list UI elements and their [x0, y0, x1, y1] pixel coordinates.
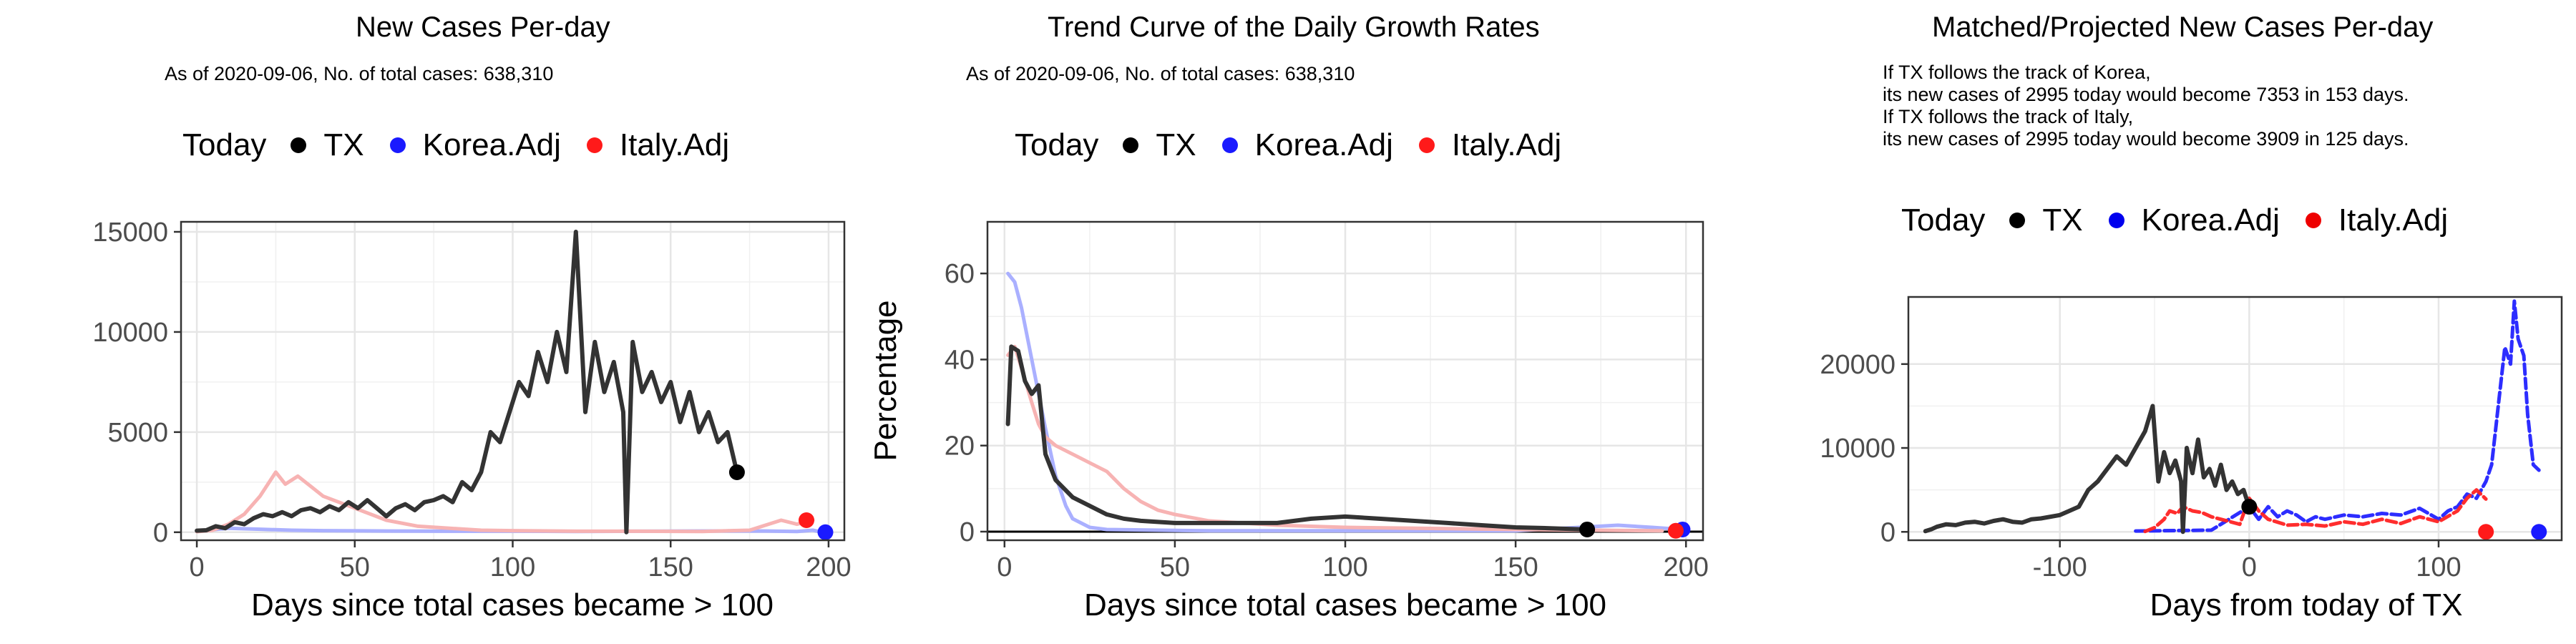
x-tick-label: 0	[190, 552, 205, 582]
x-tick-label: 150	[648, 552, 693, 582]
today-point-tx	[728, 464, 745, 480]
chart-title: Trend Curve of the Daily Growth Rates	[1048, 11, 1540, 43]
x-axis-label: Days since total cases became > 100	[251, 587, 774, 623]
plot-growth-rates: 0 50 100 150 200 0 20 40 60 Days since total case…	[868, 220, 1709, 623]
y-axis-label: Percentage	[868, 300, 903, 461]
projection-line: its new cases of 2995 today would become…	[1883, 84, 2409, 105]
x-axis-label: Days since total cases became > 100	[1084, 587, 1606, 623]
x-tick-label: 100	[490, 552, 535, 582]
series-line-tx	[195, 230, 739, 535]
x-tick-label: 200	[806, 552, 851, 582]
today-point-tx	[1579, 521, 1596, 537]
plot-new-cases: 0 50 100 150 200 0 5000 10000 15000 Days since to…	[92, 218, 851, 623]
y-tick-label: 0	[960, 517, 975, 547]
y-tick-label: 0	[1880, 517, 1896, 547]
x-tick-label: 50	[340, 552, 370, 582]
x-tick-label: 0	[2242, 552, 2257, 582]
legend-label-italy: Italy.Adj	[1451, 127, 1562, 162]
projection-line: If TX follows the track of Italy,	[1883, 106, 2134, 127]
y-tick-label: 20	[945, 431, 975, 462]
legend-title: Today	[182, 127, 267, 162]
today-point-tx	[2241, 499, 2258, 515]
x-axis-label: Days from today of TX	[2150, 587, 2463, 623]
legend-label-korea: Korea.Adj	[2141, 203, 2280, 238]
y-tick-label: 40	[945, 345, 975, 375]
legend: Today TX Korea.Adj Italy.Adj	[182, 127, 755, 163]
plot-area	[1908, 297, 2562, 540]
plot-border	[1907, 296, 2563, 542]
series-line-italy-adj	[1006, 344, 1664, 533]
chart-subtitle: As of 2020-09-06, No. of total cases: 63…	[165, 63, 554, 84]
legend-label-korea: Korea.Adj	[422, 127, 561, 162]
x-tick-label: 0	[997, 552, 1012, 582]
legend-key-tx	[291, 137, 307, 153]
y-tick-label: 20000	[1820, 350, 1896, 380]
series-line-korea-adj	[2134, 299, 2541, 533]
panel-new-cases: New Cases Per-day As of 2020-09-06, No. …	[0, 0, 859, 644]
legend-key-korea	[2108, 213, 2124, 228]
chart-title: New Cases Per-day	[356, 11, 610, 43]
today-point-korea-adj	[817, 524, 834, 540]
y-tick-label: 0	[153, 518, 168, 548]
x-tick-label: 50	[1160, 552, 1190, 582]
legend-key-italy	[2305, 213, 2321, 228]
y-tick-label: 15000	[92, 218, 168, 248]
legend-key-italy	[1418, 137, 1435, 153]
projection-line: its new cases of 2995 today would become…	[1883, 128, 2409, 150]
y-tick-label: 60	[945, 259, 975, 289]
chart-subtitle: As of 2020-09-06, No. of total cases: 63…	[966, 63, 1355, 84]
legend-title: Today	[1015, 127, 1099, 162]
today-point-italy-adj	[2478, 524, 2494, 540]
projection-notes: If TX follows the track of Korea, its ne…	[1883, 62, 2409, 150]
projection-line: If TX follows the track of Korea,	[1883, 62, 2151, 83]
legend-key-korea	[1221, 137, 1238, 153]
legend-key-tx	[1123, 137, 1139, 153]
x-tick-label: 100	[1322, 552, 1367, 582]
legend-title: Today	[1901, 203, 1986, 238]
legend: Today TX Korea.Adj Italy.Adj	[1901, 203, 2474, 238]
legend-label-italy: Italy.Adj	[619, 127, 730, 162]
legend-label-korea: Korea.Adj	[1254, 127, 1393, 162]
legend-label-italy: Italy.Adj	[2338, 203, 2449, 238]
plot-projected: -100 0 100 0 10000 20000 Days from today of TX	[1820, 296, 2563, 623]
series-line-tx	[1005, 344, 1590, 532]
legend-key-tx	[2009, 213, 2026, 228]
x-tick-label: 150	[1493, 552, 1538, 582]
panel-projected: Matched/Projected New Cases Per-day If T…	[1717, 0, 2576, 644]
legend-key-korea	[389, 137, 406, 153]
legend-label-tx: TX	[323, 127, 364, 162]
series-line-italy-adj	[195, 470, 815, 534]
legend-label-tx: TX	[1156, 127, 1196, 162]
series-line-tx	[1923, 404, 2252, 535]
chart-title: Matched/Projected New Cases Per-day	[1932, 11, 2434, 43]
panel-growth-rates: Trend Curve of the Daily Growth Rates As…	[859, 0, 1717, 644]
legend: Today TX Korea.Adj Italy.Adj	[1015, 127, 1587, 163]
legend-key-italy	[586, 137, 602, 153]
x-tick-label: 200	[1663, 552, 1708, 582]
today-point-korea-adj	[2531, 524, 2547, 540]
y-tick-label: 10000	[1820, 434, 1896, 464]
today-point-italy-adj	[799, 512, 815, 529]
today-point-italy-adj	[1667, 522, 1684, 539]
x-tick-label: -100	[2033, 552, 2087, 582]
x-tick-label: 100	[2416, 552, 2461, 582]
y-tick-label: 5000	[107, 418, 168, 448]
legend-label-tx: TX	[2042, 203, 2083, 238]
y-tick-label: 10000	[92, 318, 168, 348]
